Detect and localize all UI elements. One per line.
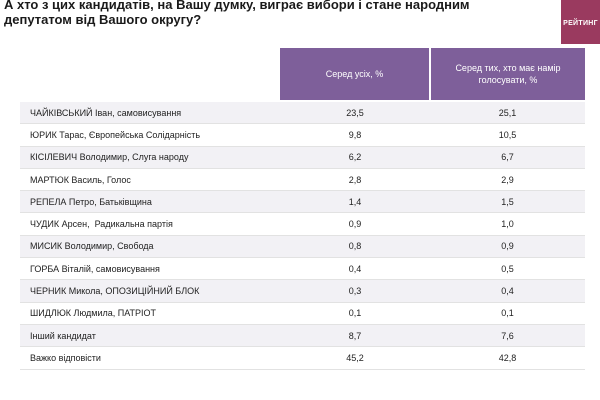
value-all: 2,8 (348, 174, 362, 185)
table-row: Важко відповісти 45,2 42,8 (20, 347, 585, 370)
value-voters: 10,5 (498, 129, 517, 140)
value-voters: 6,7 (501, 152, 514, 163)
value-all: 0,4 (348, 263, 362, 274)
candidate-name: РЕПЕЛА Петро, Батьківщина (30, 196, 152, 207)
value-voters: 1,5 (501, 196, 514, 207)
candidate-name: МАРТЮК Василь, Голос (30, 174, 131, 185)
column-header-all: Серед усіх, % (280, 48, 429, 100)
value-all: 0,3 (348, 286, 362, 297)
value-all: 45,2 (346, 352, 364, 363)
table-row: ЮРИК Тарас, Європейська Солідарність 9,8 1… (20, 124, 585, 147)
value-all: 6,2 (348, 152, 362, 163)
value-voters: 0,5 (501, 263, 514, 274)
value-voters: 0,4 (501, 286, 514, 297)
table-header: Серед усіх, % Серед тих, хто має намір г… (280, 48, 585, 100)
table-row: ШИДЛЮК Людмила, ПАТРІОТ 0,1 0,1 (20, 303, 585, 325)
value-voters: 42,8 (498, 352, 517, 363)
candidate-name: Важко відповісти (30, 352, 101, 363)
candidate-name: Інший кандидат (30, 330, 96, 341)
candidate-name: ШИДЛЮК Людмила, ПАТРІОТ (30, 308, 157, 319)
value-all: 1,4 (348, 196, 362, 207)
table-row: КІСІЛЕВИЧ Володимир, Слуга народу 6,2 6,7 (20, 146, 585, 169)
value-voters: 1,0 (501, 219, 514, 230)
value-voters: 0,9 (501, 241, 514, 252)
candidate-name: ЧУДИК Арсен, Радикальна партія (30, 219, 173, 230)
candidate-name: ЧАЙКІВСЬКИЙ Іван, самовисування (30, 107, 182, 118)
table-row: РЕПЕЛА Петро, Батьківщина 1,4 1,5 (20, 191, 585, 214)
candidate-name: КІСІЛЕВИЧ Володимир, Слуга народу (30, 152, 189, 163)
value-all: 23,5 (346, 107, 364, 118)
table-row: ЧАЙКІВСЬКИЙ Іван, самовисування 23,5 25,1 (20, 102, 585, 125)
table-row: ЧЕРНИК Микола, ОПОЗИЦІЙНИЙ БЛОК 0,3 0,4 (20, 280, 585, 303)
value-voters: 25,1 (498, 107, 517, 118)
results-table: ЧАЙКІВСЬКИЙ Іван, самовисування 23,5 25,1 … (20, 102, 585, 370)
value-voters: 7,6 (501, 330, 514, 341)
candidate-name: ЧЕРНИК Микола, ОПОЗИЦІЙНИЙ БЛОК (30, 286, 200, 297)
table-row: МАРТЮК Василь, Голос 2,8 2,9 (20, 169, 585, 192)
column-header-voters: Серед тих, хто має намір голосувати, % (431, 48, 585, 100)
table-row: МИСИК Володимир, Свобода 0,8 0,9 (20, 235, 585, 259)
candidate-name: ЮРИК Тарас, Європейська Солідарність (30, 129, 201, 140)
value-all: 0,9 (348, 219, 362, 230)
value-all: 9,8 (348, 129, 362, 140)
brand-logo: РЕЙТИНГ (561, 0, 600, 44)
value-all: 0,1 (348, 308, 362, 319)
table-row: ГОРБА Віталій, самовисування 0,4 0,5 (20, 258, 585, 281)
value-voters: 0,1 (501, 308, 514, 319)
table-row: Інший кандидат 8,7 7,6 (20, 324, 585, 348)
page-title: А хто з цих кандидатів, на Вашу думку, в… (4, 0, 470, 27)
candidate-name: ГОРБА Віталій, самовисування (30, 263, 160, 274)
value-all: 8,7 (348, 330, 362, 341)
table-row: ЧУДИК Арсен, Радикальна партія 0,9 1,0 (20, 213, 585, 236)
value-voters: 2,9 (501, 174, 514, 185)
candidate-name: МИСИК Володимир, Свобода (30, 241, 154, 252)
value-all: 0,8 (348, 241, 362, 252)
